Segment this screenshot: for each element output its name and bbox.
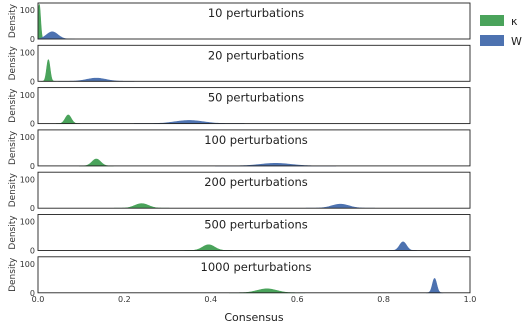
x-tick-label: 0.2	[118, 295, 131, 304]
y-tick-label: 0	[30, 247, 35, 256]
panel-title: 100 perturbations	[204, 133, 308, 147]
y-tick-label: 0	[30, 162, 35, 171]
y-axis-label: Density	[8, 257, 18, 292]
y-axis-label: Density	[8, 172, 18, 207]
density-w-panel-7	[425, 278, 444, 294]
y-tick-label: 100	[20, 133, 35, 142]
density-kappa-panel-6	[184, 244, 233, 251]
density-w-panel-6	[389, 241, 417, 251]
legend-swatch-kappa	[480, 15, 504, 26]
panel-frame	[37, 2, 471, 40]
y-tick-label: 0	[30, 35, 35, 44]
density-kappa-panel-7	[228, 288, 305, 294]
y-tick-label: 100	[20, 260, 35, 269]
panel-frame	[37, 171, 471, 209]
y-tick-label: 100	[20, 49, 35, 58]
x-axis: 0.0 0.2 0.4 0.6 0.8 1.0	[32, 295, 477, 304]
panel-frame	[37, 44, 471, 82]
panel-frame	[37, 214, 471, 251]
y-tick-label: 100	[20, 175, 35, 184]
x-tick-label: 0.6	[291, 295, 304, 304]
legend-label-kappa: κ	[511, 15, 518, 28]
legend-swatch-w	[480, 35, 504, 46]
density-kappa-panel-5	[114, 203, 170, 209]
x-tick-label: 0.0	[32, 295, 45, 304]
density-w-panel-5	[305, 203, 375, 209]
y-axis-label: Density	[8, 215, 18, 250]
panel-title: 500 perturbations	[204, 218, 308, 232]
y-tick-label: 100	[20, 91, 35, 100]
panel-title: 20 perturbations	[208, 48, 304, 62]
y-tick-label: 0	[30, 120, 35, 129]
x-axis-label: Consensus	[224, 311, 284, 324]
panel-frame	[37, 87, 471, 125]
y-tick-label: 100	[20, 218, 35, 227]
density-w-panel-2	[58, 77, 135, 82]
panel-frame	[37, 256, 471, 294]
y-axis-label: Density	[8, 130, 18, 165]
y-tick-label: 100	[20, 6, 35, 15]
panel-frame	[37, 129, 471, 167]
density-w-panel-3	[133, 120, 245, 124]
density-kappa-panel-1	[37, 4, 45, 40]
panel-title: 200 perturbations	[204, 175, 308, 189]
x-tick-label: 0.4	[204, 295, 217, 304]
density-kappa-panel-4	[79, 158, 114, 167]
y-tick-label: 0	[30, 289, 35, 298]
y-tick-label: 0	[30, 77, 35, 86]
y-axis-label: Density	[8, 46, 18, 81]
x-tick-label: 1.0	[464, 295, 477, 304]
legend-label-w: W	[511, 35, 522, 48]
x-tick-label: 0.8	[377, 295, 390, 304]
y-tick-label: 0	[30, 204, 35, 213]
panel-title: 50 perturbations	[208, 91, 304, 105]
panel-title: 10 perturbations	[208, 6, 304, 20]
legend: κW	[480, 15, 522, 48]
density-kappa-panel-2	[41, 59, 56, 82]
panel-title: 1000 perturbations	[201, 260, 312, 274]
y-axis-label: Density	[8, 3, 18, 38]
density-kappa-panel-3	[56, 114, 81, 124]
y-axis-label: Density	[8, 88, 18, 123]
density-w-panel-1	[37, 31, 75, 40]
